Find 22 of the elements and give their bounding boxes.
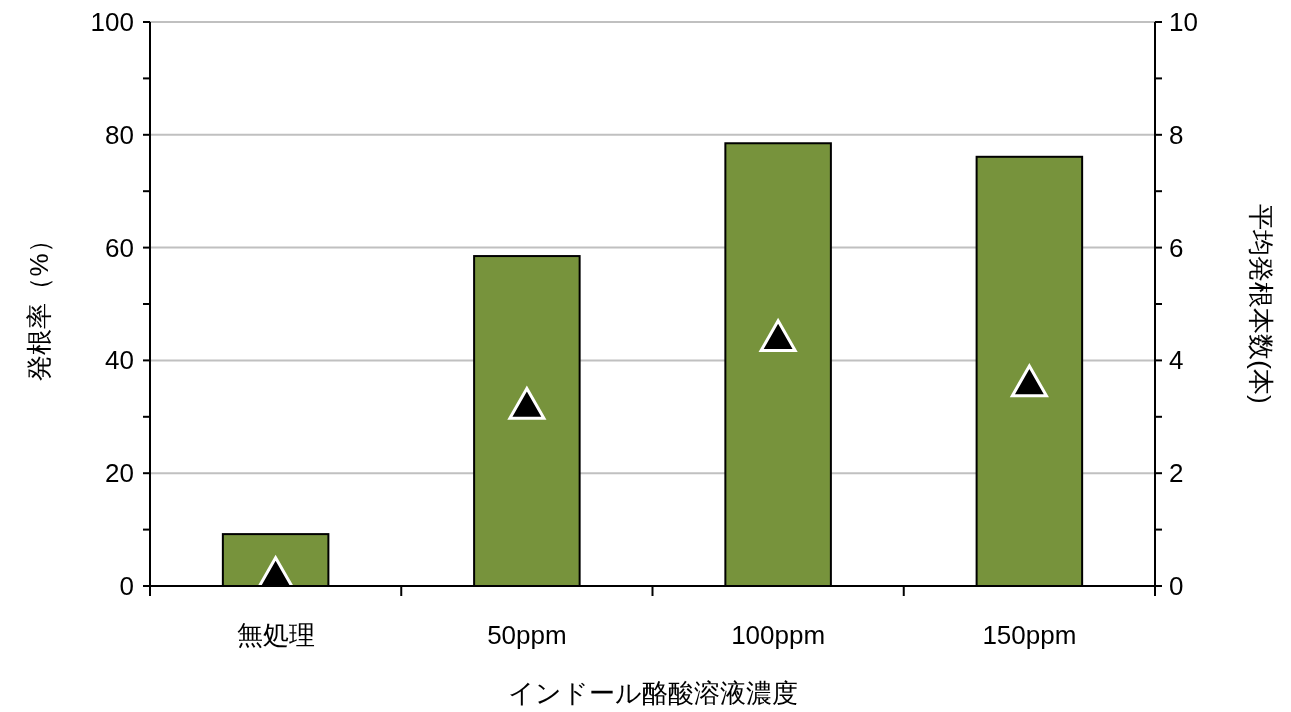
x-tick-label: 50ppm [487,620,567,650]
x-axis-title: インドール酪酸溶液濃度 [507,678,798,708]
y2-tick-label: 0 [1169,571,1184,601]
y-axis-title: 発根率（%） [24,227,54,381]
y-tick-label: 60 [105,232,134,263]
y-tick-label: 0 [119,571,134,601]
x-tick-label: 無処理 [236,620,315,650]
y2-tick-label: 10 [1169,7,1198,37]
x-tick-label: 100ppm [731,620,826,650]
y2-axis-title: 平均発根本数(本) [1246,204,1276,404]
point [759,319,797,353]
y-tick-label: 40 [105,345,134,376]
y-tick-label: 100 [90,7,134,37]
point [1010,364,1048,398]
y2-tick-label: 6 [1169,232,1184,263]
y-tick-label: 20 [105,458,134,489]
point [508,387,546,420]
y2-tick-label: 2 [1169,458,1184,489]
y2-tick-label: 4 [1169,345,1184,376]
y-tick-label: 80 [105,119,134,150]
y2-tick-label: 8 [1169,119,1184,150]
x-tick-label: 150ppm [982,620,1077,650]
